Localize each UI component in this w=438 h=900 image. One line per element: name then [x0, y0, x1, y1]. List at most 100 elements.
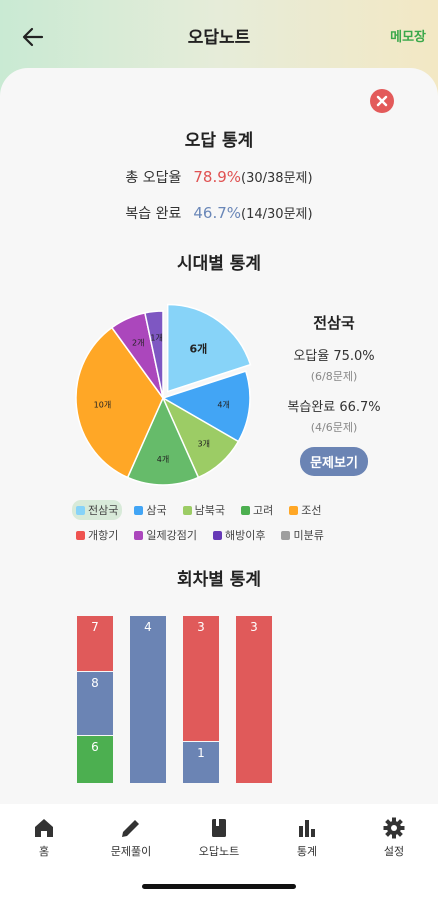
round-bar-segment-label: 3 — [197, 620, 205, 634]
pie-slice-label-1: 4개 — [217, 399, 229, 409]
home-indicator — [142, 884, 296, 889]
legend-label: 전삼국 — [88, 504, 119, 517]
selected-wrong-rate: 오답율 75.0% — [293, 349, 375, 364]
review-rate-count: (14/30문제) — [241, 207, 313, 222]
legend-color-swatch — [76, 505, 85, 515]
memo-button[interactable]: 메모장 — [390, 30, 426, 45]
round-bar-segment: 3 — [183, 616, 219, 741]
legend-item[interactable]: 개항기 — [72, 525, 122, 545]
rounds-title: 회차별 통계 — [176, 570, 262, 590]
notebook-icon — [212, 819, 226, 837]
page-title: 오답노트 — [187, 27, 251, 48]
tab-settings-label: 설정 — [383, 845, 405, 858]
arrow-left-icon — [22, 27, 44, 47]
legend-row: 개항기 일제강점기 해방이후 미분류 — [72, 525, 372, 545]
tab-settings[interactable]: 설정 — [350, 816, 438, 859]
legend-label: 남북국 — [194, 504, 225, 517]
pie-slice-label-2: 3개 — [198, 438, 210, 448]
legend-label: 해방이후 — [224, 529, 266, 542]
legend-label: 개항기 — [88, 529, 119, 542]
tab-home-label: 홈 — [38, 845, 50, 858]
legend-color-swatch — [212, 530, 222, 540]
pie-svg: 6개 4개 3개 4개 10개 2개 1개 — [75, 303, 252, 486]
selected-wrong-count: (6/8문제) — [310, 370, 358, 383]
review-rate-value: 46.7% — [193, 204, 242, 222]
round-bar-segment: 6 — [77, 736, 113, 783]
tab-statistics[interactable]: 통계 — [263, 816, 351, 859]
wrong-rate-value: 78.9% — [193, 168, 242, 186]
era-title: 시대별 통계 — [176, 254, 262, 274]
selected-era-panel: 전삼국 오답율 75.0% (6/8문제) 복습완료 66.7% (4/6문제)… — [278, 312, 390, 476]
era-pie-chart: 6개 4개 3개 4개 10개 2개 1개 — [70, 288, 280, 488]
legend-item[interactable]: 고려 — [237, 500, 277, 520]
legend-row: 전삼국 삼국 남북국 고려 조선 — [72, 500, 372, 520]
legend-color-swatch — [182, 505, 192, 515]
back-button[interactable] — [18, 22, 48, 52]
legend-item[interactable]: 전삼국 — [72, 500, 123, 520]
legend-color-swatch — [134, 530, 144, 540]
content-card: 오답 통계 총 오답율 78.9%(30/38문제) 복습 완료 46.7%(14/… — [0, 68, 438, 804]
legend-label: 조선 — [301, 504, 322, 517]
round-bar-segment-label: 3 — [250, 620, 258, 634]
pie-slice-label-6: 1개 — [150, 332, 162, 342]
wrong-rate-line: 총 오답율 78.9%(30/38문제) — [0, 167, 438, 187]
review-rate-line: 복습 완료 46.7%(14/30문제) — [0, 203, 438, 223]
pie-slice-0[interactable] — [166, 303, 252, 393]
round-bar-segment: 1 — [183, 742, 219, 783]
selected-era-name: 전삼국 — [313, 314, 355, 332]
legend-label: 고려 — [253, 504, 274, 517]
gear-icon — [383, 817, 405, 839]
legend-item[interactable]: 미분류 — [277, 525, 327, 545]
round-bar-segment-label: 6 — [91, 740, 99, 754]
pie-slice-label-4: 10개 — [94, 399, 112, 409]
tab-solve[interactable]: 문제풀이 — [87, 816, 175, 859]
review-rate-label: 복습 완료 — [125, 206, 182, 222]
pencil-icon — [122, 820, 139, 837]
tab-home[interactable]: 홈 — [0, 816, 88, 859]
tab-wrong-note-label: 오답노트 — [198, 845, 240, 858]
legend-color-swatch — [281, 530, 291, 540]
legend-label: 일제강점기 — [146, 529, 197, 542]
legend-item[interactable]: 남북국 — [179, 500, 229, 520]
pie-slice-label-5: 2개 — [132, 337, 144, 347]
round-bar-segment: 3 — [236, 616, 272, 783]
legend-item[interactable]: 삼국 — [130, 500, 170, 520]
round-bar[interactable]: 4 — [130, 608, 166, 784]
view-questions-button[interactable]: 문제보기 — [300, 447, 368, 476]
close-button[interactable] — [370, 89, 394, 113]
legend-item[interactable]: 일제강점기 — [130, 525, 201, 545]
tab-statistics-label: 통계 — [296, 845, 318, 858]
pie-slice-4[interactable] — [75, 326, 164, 479]
pie-slice-3[interactable] — [126, 396, 200, 486]
pie-slice-6[interactable] — [144, 310, 164, 399]
legend-color-swatch — [76, 530, 85, 540]
round-bar-segment-label: 1 — [197, 746, 205, 760]
legend-label: 미분류 — [293, 529, 324, 542]
round-bar-segment-label: 4 — [144, 620, 152, 634]
top-bar: 오답노트 메모장 — [0, 0, 438, 70]
pie-slice-label-0: 6개 — [189, 341, 207, 355]
bar-chart-icon — [299, 820, 315, 837]
legend-label: 삼국 — [146, 504, 167, 517]
round-bar-segment: 4 — [130, 616, 166, 783]
round-bar-segment-label: 8 — [91, 676, 99, 690]
home-icon — [35, 819, 53, 837]
tab-solve-label: 문제풀이 — [110, 845, 152, 858]
selected-review-rate: 복습완료 66.7% — [287, 400, 381, 415]
round-bar-segment-label: 7 — [91, 620, 99, 634]
tab-wrong-note[interactable]: 오답노트 — [175, 816, 263, 859]
pie-slice-1[interactable] — [161, 370, 251, 443]
close-icon — [376, 95, 388, 107]
legend-item[interactable]: 조선 — [285, 500, 325, 520]
round-bar[interactable]: 3 — [236, 608, 272, 784]
round-bar-segment: 7 — [77, 616, 113, 671]
wrong-rate-count: (30/38문제) — [241, 171, 313, 186]
summary-title: 오답 통계 — [184, 131, 254, 151]
legend-item[interactable]: 해방이후 — [209, 525, 269, 545]
round-bar[interactable]: 7 8 6 — [77, 608, 113, 784]
legend-color-swatch — [289, 505, 299, 515]
pie-slice-label-3: 4개 — [157, 454, 169, 464]
legend-color-swatch — [134, 505, 144, 515]
